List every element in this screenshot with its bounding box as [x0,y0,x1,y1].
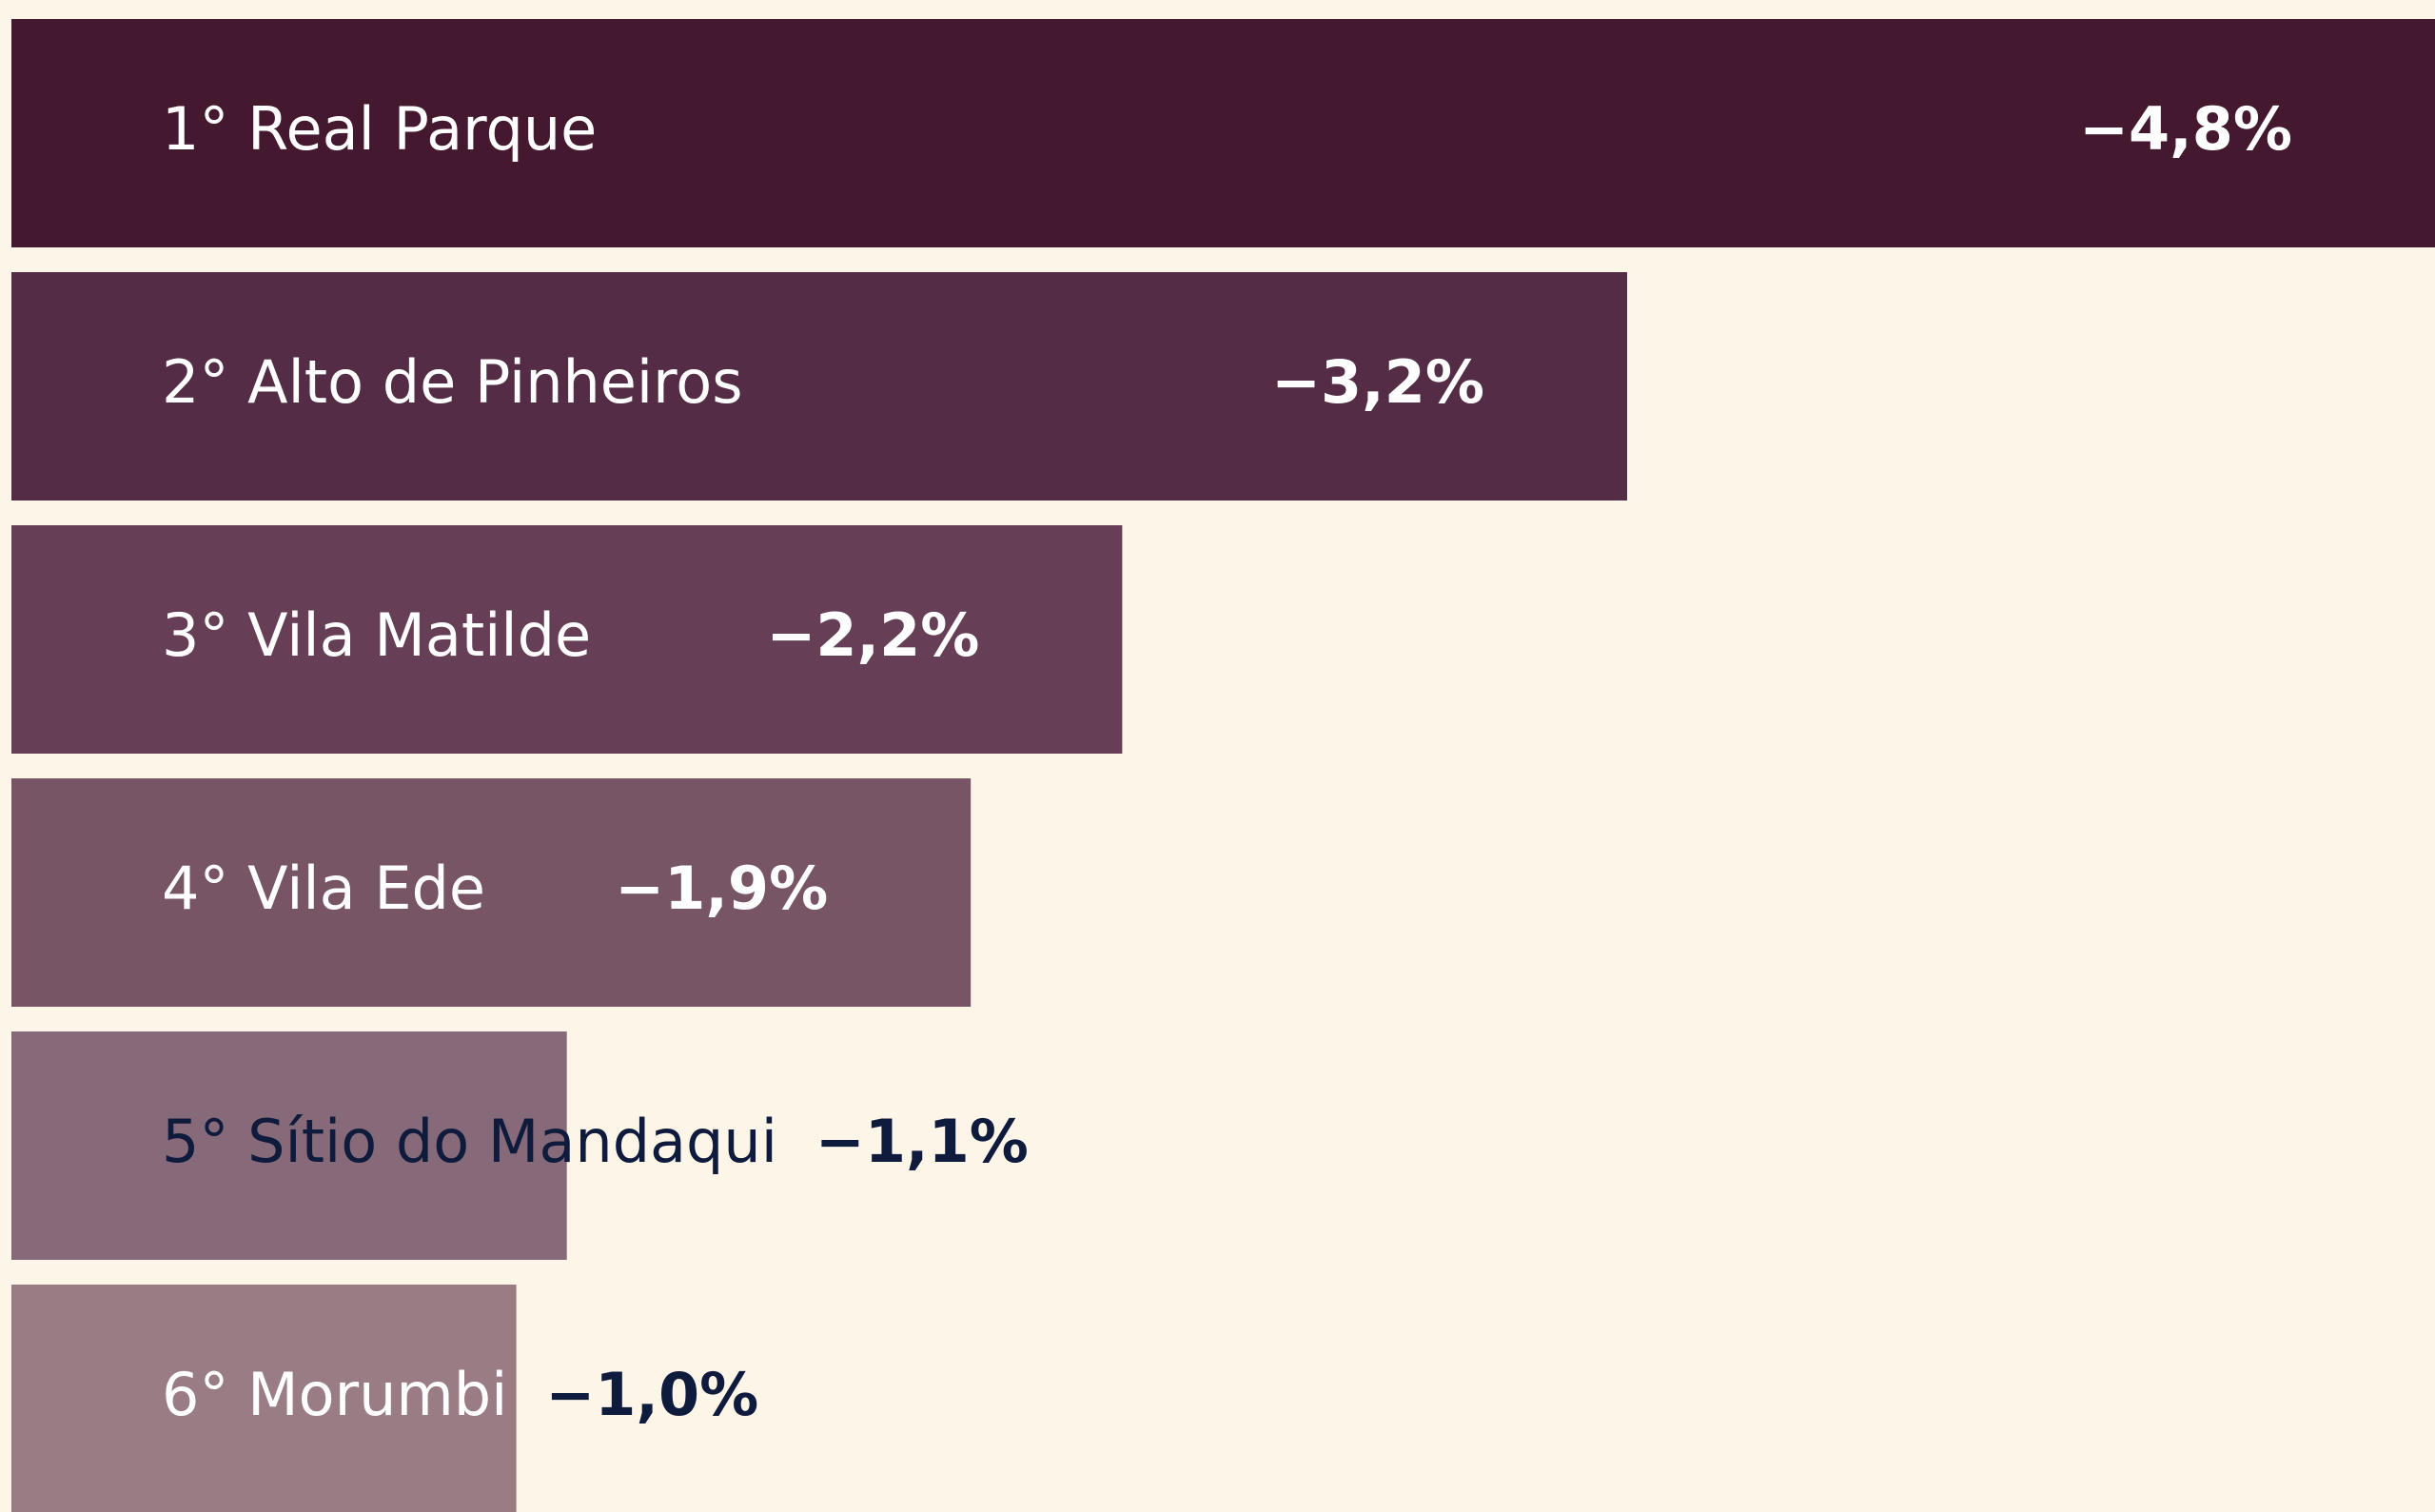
category-label: 4° Vila Ede [162,854,485,923]
bar [11,778,972,1007]
bar [11,272,1627,501]
bar [11,1031,567,1260]
bar [11,525,1123,754]
value-label: −2,2% [766,600,979,670]
value-label: −1,0% [545,1360,758,1429]
bar [11,19,2435,247]
category-label: 2° Alto de Pinheiros [162,347,743,417]
value-label: −1,1% [815,1107,1029,1176]
value-label: −4,8% [2079,94,2292,164]
value-label: −1,9% [615,854,828,923]
category-label: 1° Real Parque [162,94,597,164]
value-label: −3,2% [1271,347,1484,417]
bar [11,1285,517,1512]
category-label: 6° Morumbi [162,1360,507,1429]
category-label: 5° Sítio do Mandaqui [162,1107,777,1176]
category-label: 3° Vila Matilde [162,600,591,670]
